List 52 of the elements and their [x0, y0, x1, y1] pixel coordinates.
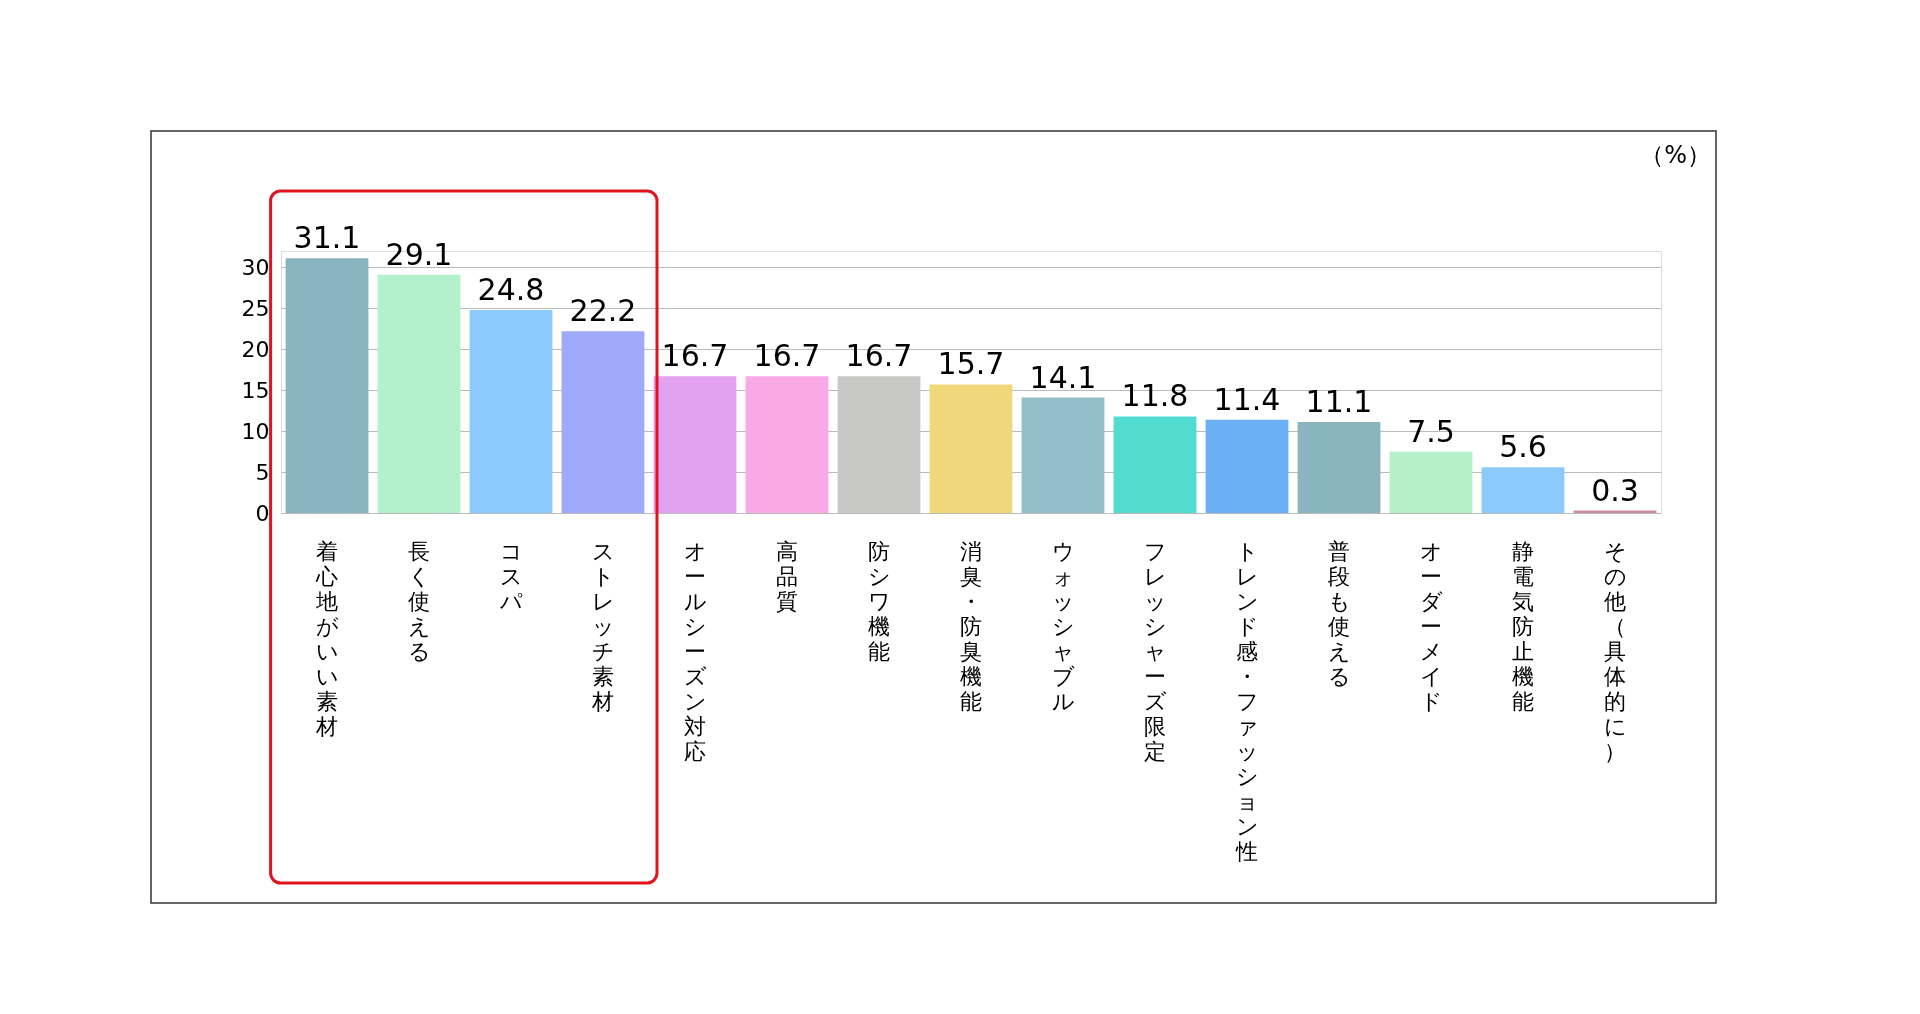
x-tick-label: ウォッシャブル [1051, 538, 1075, 714]
x-tick-label: コスパ [498, 538, 523, 614]
data-label: 16.7 [753, 338, 821, 374]
data-label: 31.1 [293, 220, 361, 256]
data-label: 11.4 [1213, 381, 1281, 417]
x-tick-label: オーダーメイド [1419, 538, 1443, 714]
data-label: 22.2 [569, 293, 637, 329]
bar [561, 331, 645, 513]
bar [1021, 397, 1105, 513]
y-tick-label: 25 [241, 295, 270, 321]
data-label: 11.8 [1121, 378, 1189, 414]
data-label: 16.7 [661, 338, 729, 374]
category-label: フレッシャーズ限定 [1143, 538, 1167, 764]
data-label: 14.1 [1029, 359, 1097, 395]
y-tick-label: 10 [241, 418, 270, 444]
x-tick-label: 長く使える [407, 538, 431, 664]
bar [377, 274, 461, 513]
y-axis-title: （%） [1640, 141, 1711, 169]
bar [1481, 467, 1565, 513]
data-label: 29.1 [385, 236, 453, 272]
y-tick-label: 15 [241, 377, 270, 403]
bar [1389, 451, 1473, 513]
x-tick-label: 消臭・防臭機能 [960, 538, 982, 714]
y-tick-label: 20 [241, 336, 270, 362]
x-tick-label: 普段も使える [1327, 538, 1351, 689]
x-tick-label: 防シワ機能 [867, 538, 891, 664]
x-tick-label: 静電気防止機能 [1512, 538, 1534, 714]
x-tick-label: ストレッチ素材 [591, 538, 615, 714]
data-label: 5.6 [1499, 429, 1547, 465]
category-label: その他（具体的に） [1603, 538, 1627, 764]
x-tick-label: 高品質 [776, 538, 798, 614]
y-tick-label: 5 [255, 459, 270, 485]
data-label: 24.8 [477, 271, 545, 307]
bar [1205, 419, 1289, 513]
bar [837, 376, 921, 513]
bar [469, 309, 553, 513]
y-tick-label: 30 [241, 254, 270, 280]
category-label: オールシーズン対応 [683, 538, 707, 764]
bar [1297, 422, 1381, 513]
bar [653, 376, 737, 513]
bar [929, 384, 1013, 513]
category-label: トレンド感・ファッション性 [1235, 538, 1259, 864]
bar [285, 258, 369, 513]
data-label: 15.7 [937, 346, 1005, 382]
y-tick-label: 0 [255, 500, 270, 526]
x-tick-label: 着心地がいい素材 [315, 538, 339, 739]
data-label: 16.7 [845, 338, 913, 374]
data-label: 7.5 [1407, 413, 1455, 449]
bar [745, 376, 829, 513]
data-label: 0.3 [1591, 472, 1639, 508]
data-label: 11.1 [1305, 384, 1373, 420]
bar [1113, 416, 1197, 513]
